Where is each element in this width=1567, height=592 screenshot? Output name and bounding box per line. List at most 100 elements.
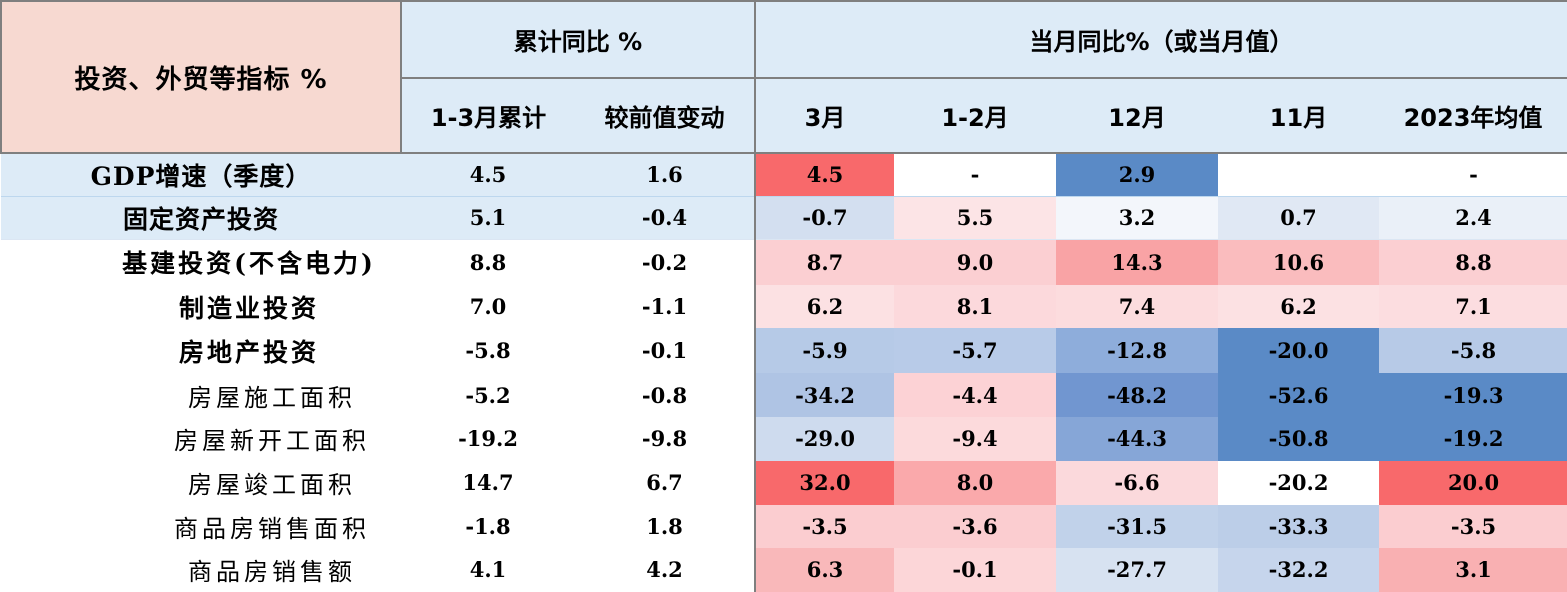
cell-jan-feb: -9.4 — [894, 416, 1056, 461]
table-row: 房屋新开工面积 -19.2 -9.8 -29.0 -9.4 -44.3 -50.8 -19.2 — [1, 416, 1567, 461]
column-header-change: 较前值变动 — [575, 77, 755, 154]
cell-dec: -31.5 — [1056, 504, 1218, 548]
cell-dec: -48.2 — [1056, 373, 1218, 417]
cell-jan-feb: 8.1 — [894, 285, 1056, 329]
cell-cum-q1: 4.5 — [401, 153, 575, 197]
cell-avg-2023: 7.1 — [1379, 285, 1567, 329]
row-label: 房屋竣工面积 — [188, 471, 356, 500]
cell-nov: 6.2 — [1218, 285, 1379, 329]
cell-nov: -20.2 — [1218, 460, 1379, 505]
cell-cum-q1: -1.8 — [465, 513, 511, 539]
cell-jan-feb: 8.0 — [894, 460, 1056, 505]
cell-nov: -50.8 — [1218, 416, 1379, 461]
row-label: 房屋新开工面积 — [174, 427, 370, 456]
cell-nov: 10.6 — [1218, 239, 1379, 286]
table-row: 商品房销售额 4.1 4.2 6.3 -0.1 -27.7 -32.2 3.1 — [1, 547, 1567, 592]
cell-nov: -33.3 — [1218, 504, 1379, 548]
cell-change: 6.7 — [575, 460, 756, 505]
cell-change: -0.8 — [575, 373, 756, 417]
header-row-columns: 1-3月累计 较前值变动 3月 1-2月 12月 11月 2023年均值 — [1, 77, 1567, 154]
cell-jan-feb: -5.7 — [894, 328, 1056, 374]
row-label: 房地产投资 — [178, 337, 319, 367]
cell-nov: -32.2 — [1218, 547, 1379, 592]
table-row: 固定资产投资 5.1 -0.4 -0.7 5.5 3.2 0.7 2.4 — [1, 196, 1567, 240]
cell-mar: 4.5 — [755, 153, 894, 197]
cell-cum-q1: -5.8 — [465, 338, 511, 364]
cell-change: -1.1 — [575, 285, 756, 329]
cell-jan-feb: -0.1 — [894, 547, 1056, 592]
cell-cum-q1: 7.0 — [469, 294, 507, 320]
cell-avg-2023: -19.3 — [1379, 373, 1567, 417]
cell-cum-q1: 14.7 — [462, 470, 514, 496]
header-row-groups: 投资、外贸等指标 % 累计同比 % 当月同比%（或当月值） — [0, 0, 1567, 154]
column-header-nov: 11月 — [1218, 77, 1379, 154]
cell-mar: 8.7 — [755, 239, 894, 286]
cell-cum-q1: 5.1 — [401, 196, 575, 240]
column-header-dec: 12月 — [1056, 77, 1218, 154]
cell-nov: -20.0 — [1218, 328, 1379, 374]
cell-change: -9.8 — [575, 416, 756, 461]
table-body: GDP增速（季度） 4.5 1.6 4.5-2.9- 固定资产投资 5.1 -0.4 -0.7… — [1, 153, 1567, 592]
table-row: 房屋竣工面积 14.7 6.7 32.0 8.0 -6.6 -20.2 20.0 — [1, 460, 1567, 505]
cell-cum-q1: -19.2 — [458, 426, 518, 452]
cell-dec: -6.6 — [1056, 460, 1218, 505]
cell-cum-q1: -5.2 — [465, 382, 511, 408]
cell-dec: 3.2 — [1056, 196, 1218, 240]
cell-mar: 6.2 — [755, 285, 894, 329]
cell-jan-feb: 9.0 — [894, 239, 1056, 286]
cell-change: -0.1 — [575, 328, 756, 374]
row-label: 制造业投资 — [178, 293, 319, 323]
cell-avg-2023: -19.2 — [1379, 416, 1567, 461]
group-header-monthly: 当月同比%（或当月值） — [753, 0, 1567, 79]
cell-change: 1.8 — [575, 504, 756, 548]
row-label: 商品房销售面积 — [174, 514, 370, 543]
cell-avg-2023: -5.8 — [1379, 328, 1567, 374]
cell-nov — [1218, 153, 1379, 197]
cell-jan-feb: -3.6 — [894, 504, 1056, 548]
cell-jan-feb: - — [894, 153, 1056, 197]
corner-header: 投资、外贸等指标 % — [0, 0, 402, 154]
cell-dec: -12.8 — [1056, 328, 1218, 374]
cell-dec: -27.7 — [1056, 547, 1218, 592]
cell-dec: 7.4 — [1056, 285, 1218, 329]
column-header-cum-q1: 1-3月累计 — [400, 77, 575, 154]
cell-avg-2023: 8.8 — [1379, 239, 1567, 286]
table-row: 制造业投资 7.0 -1.1 6.2 8.1 7.4 6.2 7.1 — [1, 285, 1567, 329]
cell-mar: -5.9 — [755, 328, 894, 374]
cell-mar: -0.7 — [755, 196, 894, 240]
row-label: 固定资产投资 — [1, 196, 401, 240]
table-row: 基建投资(不含电力) 8.8 -0.2 8.7 9.0 14.3 10.6 8.8 — [1, 239, 1567, 286]
cell-nov: -52.6 — [1218, 373, 1379, 417]
table-row: 房屋施工面积 -5.2 -0.8 -34.2 -4.4 -48.2 -52.6 -19.3 — [1, 373, 1567, 417]
table-row: 房地产投资 -5.8 -0.1 -5.9 -5.7 -12.8 -20.0 -5.8 — [1, 328, 1567, 374]
cell-avg-2023: 20.0 — [1379, 460, 1567, 505]
cell-mar: 6.3 — [755, 547, 894, 592]
cell-avg-2023: -3.5 — [1379, 504, 1567, 548]
cell-change: 1.6 — [575, 153, 756, 197]
cell-jan-feb: -4.4 — [894, 373, 1056, 417]
column-header-avg-2023: 2023年均值 — [1379, 77, 1567, 154]
cell-dec: 14.3 — [1056, 239, 1218, 286]
cell-change: -0.2 — [575, 239, 756, 286]
cell-avg-2023: - — [1379, 153, 1567, 197]
row-label: 商品房销售额 — [188, 558, 356, 587]
table-row: 商品房销售面积 -1.8 1.8 -3.5 -3.6 -31.5 -33.3 -3.5 — [1, 504, 1567, 548]
cell-change: 4.2 — [575, 547, 756, 592]
cell-mar: -34.2 — [755, 373, 894, 417]
row-label: 基建投资(不含电力) — [122, 249, 376, 279]
cell-mar: -3.5 — [755, 504, 894, 548]
cell-dec: -44.3 — [1056, 416, 1218, 461]
cell-change: -0.4 — [575, 196, 756, 240]
cell-jan-feb: 5.5 — [894, 196, 1056, 240]
cell-avg-2023: 2.4 — [1379, 196, 1567, 240]
cell-avg-2023: 3.1 — [1379, 547, 1567, 592]
row-label: GDP增速（季度） — [1, 153, 401, 197]
group-header-cumulative: 累计同比 % — [400, 0, 755, 79]
column-header-jan-feb: 1-2月 — [894, 77, 1056, 154]
row-label: 房屋施工面积 — [188, 383, 356, 412]
cell-dec: 2.9 — [1056, 153, 1218, 197]
cell-cum-q1: 4.1 — [469, 557, 507, 583]
column-header-mar: 3月 — [754, 77, 894, 154]
cell-cum-q1: 8.8 — [469, 249, 507, 275]
